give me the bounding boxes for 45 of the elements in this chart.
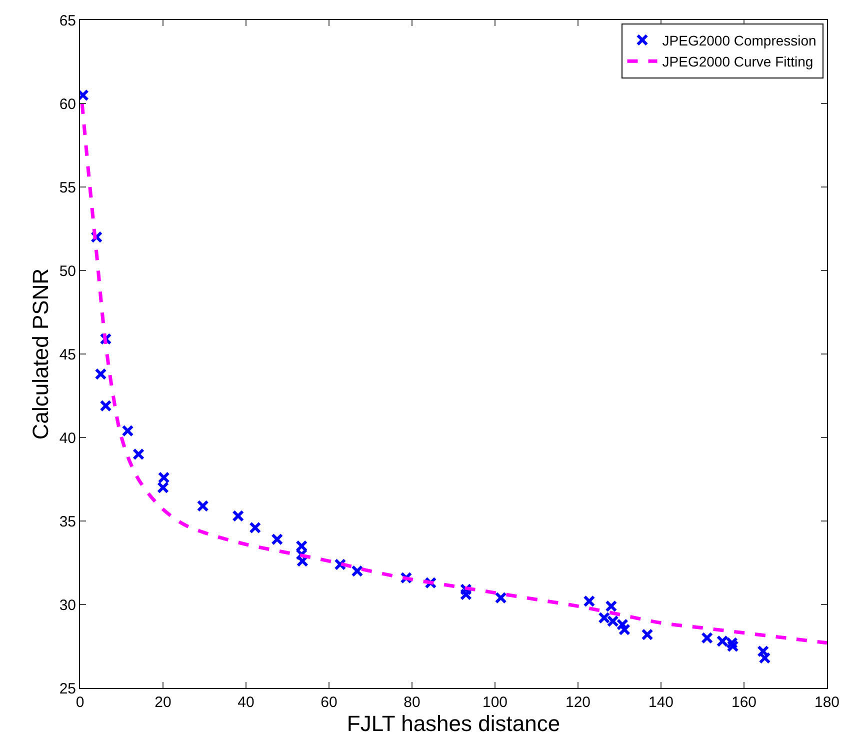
- point: [351, 565, 364, 578]
- point: [158, 472, 170, 484]
- point: [641, 628, 654, 641]
- point: [271, 533, 284, 546]
- line-series: [80, 102, 827, 645]
- y-tick-label: 55: [59, 179, 76, 196]
- point: [726, 640, 739, 652]
- point: [122, 424, 134, 437]
- point: [334, 558, 346, 570]
- y-tick-label: 50: [59, 262, 76, 280]
- point: [758, 652, 771, 664]
- x-tick-label: 140: [648, 694, 674, 711]
- point: [196, 500, 209, 512]
- y-tick-label: 35: [59, 513, 76, 530]
- point: [605, 600, 618, 612]
- point: [494, 592, 507, 604]
- point: [618, 624, 630, 636]
- x-tick-label: 20: [154, 694, 172, 711]
- legend-label: JPEG2000 Compression: [662, 32, 816, 48]
- point: [232, 510, 244, 522]
- point: [94, 368, 107, 380]
- legend-label: JPEG2000 Curve Fitting: [662, 54, 814, 70]
- x-tick-label: 40: [238, 694, 254, 711]
- x-axis-title: FJLT hashes distance: [346, 711, 560, 736]
- x-tick-label: 120: [565, 694, 591, 711]
- point: [583, 595, 596, 608]
- y-tick-label: 30: [59, 596, 76, 614]
- point: [249, 522, 262, 534]
- x-tick-label: 100: [482, 694, 508, 711]
- y-tick-label: 65: [59, 12, 76, 30]
- x-tick-label: 180: [814, 694, 840, 711]
- x-tick-label: 160: [731, 694, 757, 711]
- x-tick-label: 80: [404, 694, 420, 711]
- point: [157, 482, 169, 494]
- point: [757, 645, 770, 658]
- point: [132, 448, 145, 460]
- point: [100, 400, 112, 412]
- y-tick-label: 40: [59, 430, 76, 447]
- y-tick-label: 60: [59, 96, 76, 113]
- x-tick-label: 0: [76, 694, 84, 711]
- y-axis-title: Calculated PSNR: [28, 268, 54, 440]
- y-tick-label: 45: [59, 346, 76, 364]
- x-tick-label: 60: [320, 694, 338, 711]
- y-tick-label: 25: [59, 680, 76, 698]
- point: [701, 632, 714, 644]
